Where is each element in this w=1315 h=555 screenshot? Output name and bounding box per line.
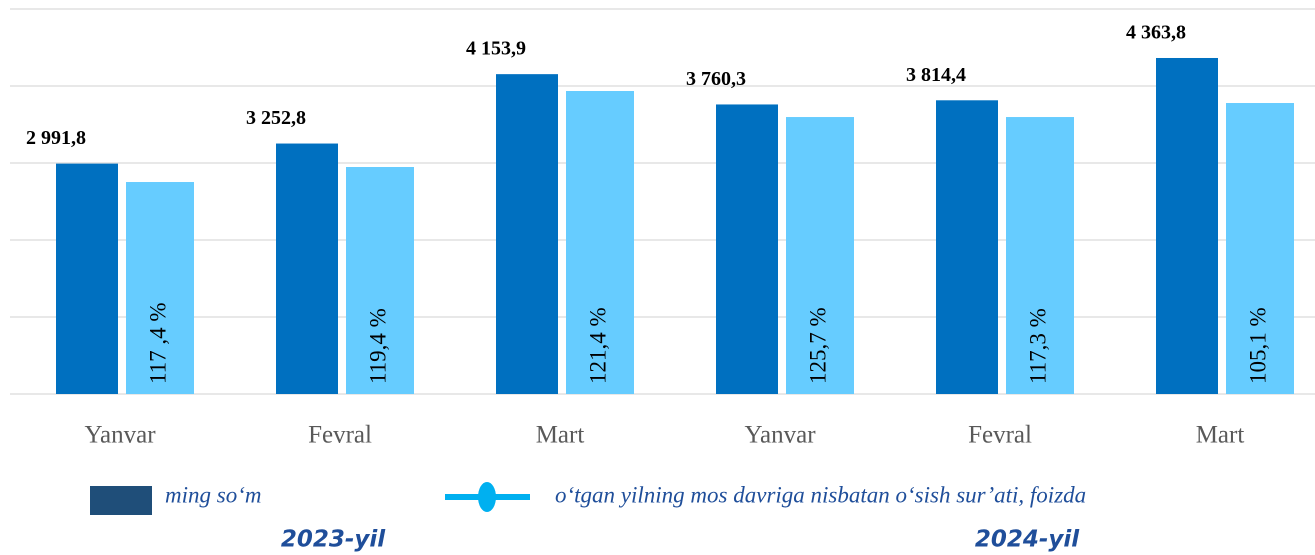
- data-label: 3 814,4: [906, 64, 966, 86]
- legend-swatch: [90, 486, 152, 515]
- x-tick-label: Mart: [536, 422, 585, 449]
- bar-text: 105,1 %: [1245, 307, 1270, 384]
- data-label: 3 252,8: [246, 107, 306, 129]
- bar: [276, 143, 338, 394]
- x-tick-label: Yanvar: [744, 422, 816, 449]
- x-tick-label: Fevral: [968, 422, 1032, 449]
- data-label: 2 991,8: [26, 127, 86, 149]
- bar-text: 117 ,4 %: [145, 302, 170, 384]
- bar: [126, 182, 194, 394]
- group-label: 2023-yil: [281, 527, 386, 553]
- x-tick-label: Mart: [1196, 422, 1245, 449]
- bar: [936, 100, 998, 394]
- x-tick-label: Fevral: [308, 422, 372, 449]
- group-label: 2024-yil: [975, 527, 1080, 553]
- data-label: 4 363,8: [1126, 22, 1186, 44]
- bar-text: 117,3 %: [1025, 308, 1050, 384]
- bar: [1006, 117, 1074, 394]
- legend-marker: [478, 482, 496, 512]
- data-label: 3 760,3: [686, 68, 746, 90]
- data-label: 4 153,9: [466, 38, 526, 60]
- legend-label: o‘tgan yilning mos davriga nisbatan o‘si…: [555, 482, 1086, 507]
- bar: [346, 167, 414, 394]
- x-tick-label: Yanvar: [84, 422, 156, 449]
- bar: [786, 117, 854, 394]
- bar: [566, 91, 634, 394]
- bar: [1226, 103, 1294, 394]
- bar: [496, 74, 558, 395]
- bar: [56, 163, 118, 394]
- bar: [1156, 57, 1218, 395]
- bar-text: 119,4 %: [365, 308, 390, 384]
- bar-text: 125,7 %: [805, 307, 830, 384]
- bar: [716, 104, 778, 394]
- legend-label: ming so‘m: [165, 482, 261, 507]
- bar-text: 121,4 %: [585, 307, 610, 384]
